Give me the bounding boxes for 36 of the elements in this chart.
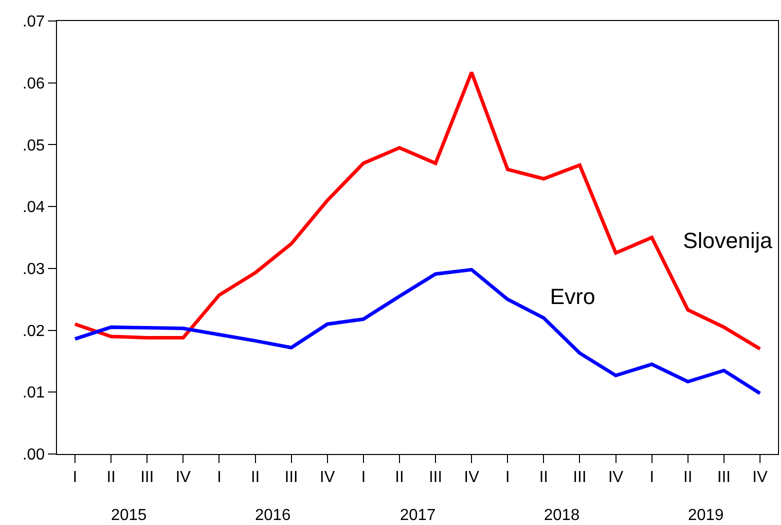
text: 2016 xyxy=(255,507,291,524)
y-tick-label: .04 xyxy=(22,199,45,216)
y-tick-label: .01 xyxy=(22,384,45,402)
x-tick-label: II xyxy=(683,469,692,486)
series-label: Slovenija xyxy=(683,228,774,253)
y-tick-label: .00 xyxy=(22,446,45,464)
x-tick-label: III xyxy=(284,469,298,486)
x-tick-label: IV xyxy=(608,469,624,486)
x-tick-label: IV xyxy=(464,469,480,486)
x-tick-label: II xyxy=(395,469,404,486)
x-tick-label: I xyxy=(217,469,222,486)
y-tick-label: .05 xyxy=(22,137,45,154)
x-tick-label: III xyxy=(140,469,154,486)
x-tick-label: III xyxy=(717,469,731,486)
x-tick-label: I xyxy=(72,469,78,486)
line-series xyxy=(73,268,762,396)
x-tick-label: IV xyxy=(752,469,768,486)
series-label: Evro xyxy=(550,284,596,309)
x-tick-label: II xyxy=(539,469,548,486)
y-tick-label: .03 xyxy=(22,261,45,278)
text: 2015 xyxy=(111,507,147,524)
y-tick-label: .07 xyxy=(22,14,45,31)
text: 2019 xyxy=(688,507,724,524)
x-tick-label: IV xyxy=(320,469,336,486)
y-tick-label: .06 xyxy=(22,75,45,92)
x-tick-label: III xyxy=(573,469,586,486)
y-tick-label: .02 xyxy=(22,322,45,340)
x-tick-label: I xyxy=(650,469,654,486)
x-tick-label: III xyxy=(428,469,442,486)
x-tick-label: I xyxy=(361,469,366,486)
text: 2017 xyxy=(400,507,436,524)
x-tick-label: II xyxy=(106,469,116,486)
text: 2018 xyxy=(544,507,580,524)
x-tick-label: I xyxy=(505,469,510,486)
x-tick-label: II xyxy=(250,469,260,486)
x-tick-label: IV xyxy=(176,469,192,486)
